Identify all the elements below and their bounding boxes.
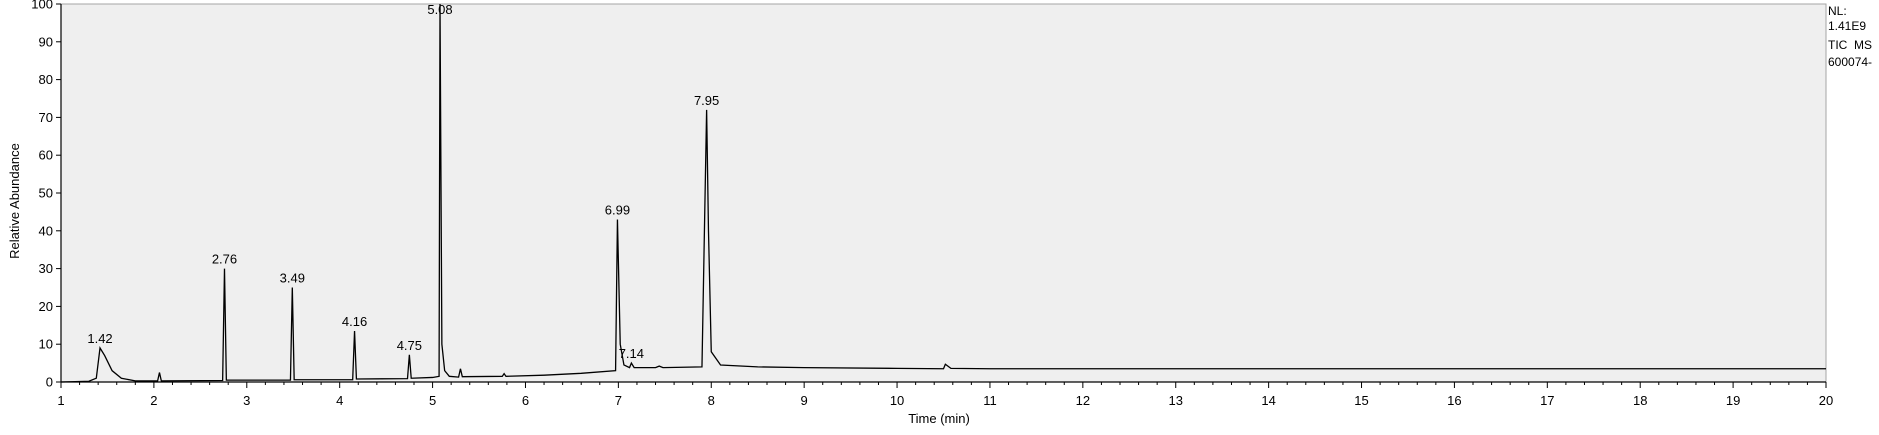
- x-tick-label: 10: [890, 393, 904, 408]
- peak-labels: 1.42 2.76 3.49 4.16 4.75 5.08 6.99 7.14 7.95: [87, 2, 719, 361]
- y-tick-label: 50: [39, 186, 53, 201]
- y-tick-label: 10: [39, 337, 53, 352]
- y-tick-label: 0: [46, 375, 53, 390]
- x-tick-label: 17: [1540, 393, 1554, 408]
- y-tick-label: 30: [39, 261, 53, 276]
- x-tick-label: 20: [1819, 393, 1833, 408]
- y-tick-label: 60: [39, 148, 53, 163]
- y-axis-ticks: 0 10 20 30 40 50 60 70 80 90 100: [31, 0, 61, 390]
- info-line: 1.41E9: [1828, 19, 1866, 33]
- x-tick-label: 14: [1261, 393, 1275, 408]
- y-tick-label: 90: [39, 34, 53, 49]
- x-tick-label: 11: [983, 393, 997, 408]
- x-tick-label: 9: [801, 393, 808, 408]
- peak-label: 2.76: [212, 252, 237, 267]
- peak-label: 4.16: [342, 314, 367, 329]
- peak-label: 5.08: [427, 2, 452, 17]
- peak-label: 6.99: [605, 202, 630, 217]
- x-tick-label: 19: [1726, 393, 1740, 408]
- x-tick-label: 7: [615, 393, 622, 408]
- x-tick-label: 13: [1169, 393, 1183, 408]
- x-tick-label: 18: [1633, 393, 1647, 408]
- x-tick-label: 16: [1447, 393, 1461, 408]
- x-axis-title: Time (min): [908, 411, 970, 426]
- trace-info: NL: 1.41E9 TIC MS 600074-: [1828, 4, 1872, 69]
- x-tick-label: 6: [522, 393, 529, 408]
- x-tick-label: 5: [429, 393, 436, 408]
- y-tick-label: 40: [39, 223, 53, 238]
- plot-area: [60, 3, 1827, 383]
- x-tick-label: 3: [243, 393, 250, 408]
- peak-label: 1.42: [87, 331, 112, 346]
- x-tick-label: 2: [150, 393, 157, 408]
- x-tick-label: 4: [336, 393, 343, 408]
- info-line: TIC MS: [1828, 38, 1872, 52]
- info-line: NL:: [1828, 4, 1847, 18]
- peak-label: 4.75: [397, 338, 422, 353]
- peak-label: 3.49: [280, 271, 305, 286]
- y-tick-label: 100: [31, 0, 53, 12]
- x-tick-label: 15: [1354, 393, 1368, 408]
- x-tick-label: 8: [708, 393, 715, 408]
- info-line: 600074-: [1828, 55, 1872, 69]
- peak-label: 7.95: [694, 93, 719, 108]
- x-tick-label: 12: [1076, 393, 1090, 408]
- y-tick-label: 70: [39, 110, 53, 125]
- y-tick-label: 20: [39, 299, 53, 314]
- peak-label: 7.14: [619, 346, 644, 361]
- y-axis-title: Relative Abundance: [7, 143, 22, 259]
- x-tick-label: 1: [57, 393, 64, 408]
- series-line: [60, 3, 1826, 383]
- y-tick-label: 80: [39, 72, 53, 87]
- x-axis-ticks: 1 2 3 4 5 6 7 8 9 10 11 12 13 14 15 16 17 18 19 20: [57, 382, 1833, 408]
